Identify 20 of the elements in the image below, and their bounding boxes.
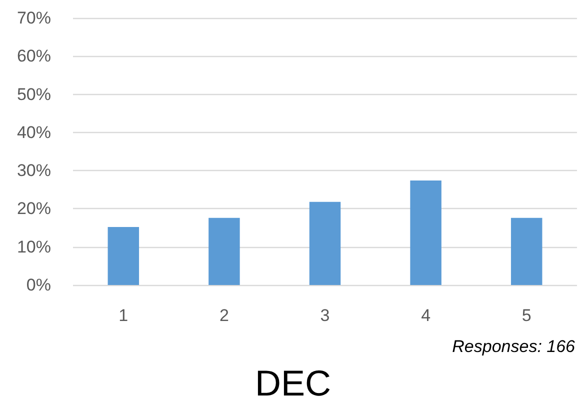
y-tick-label: 30%	[16, 161, 51, 180]
y-tick-label: 20%	[16, 199, 51, 218]
y-tick-label: 70%	[16, 8, 51, 28]
bar	[510, 218, 542, 285]
bar	[208, 218, 240, 285]
text: Responses: 166	[452, 337, 576, 356]
x-tick-label: 2	[219, 306, 229, 325]
bar	[108, 227, 140, 285]
y-tick-label: 40%	[16, 122, 51, 142]
x-tick-label: 5	[522, 306, 532, 325]
x-tick-label: 4	[421, 306, 431, 325]
y-tick-label: 50%	[16, 84, 51, 104]
bar	[309, 202, 341, 285]
y-tick-label: 0%	[26, 276, 51, 294]
x-tick-label: 3	[320, 306, 330, 325]
y-tick-label: 60%	[16, 46, 51, 66]
y-tick-label: 10%	[16, 237, 51, 256]
x-tick-label: 1	[118, 306, 128, 325]
text: DEC	[254, 362, 332, 404]
bar	[410, 180, 442, 285]
